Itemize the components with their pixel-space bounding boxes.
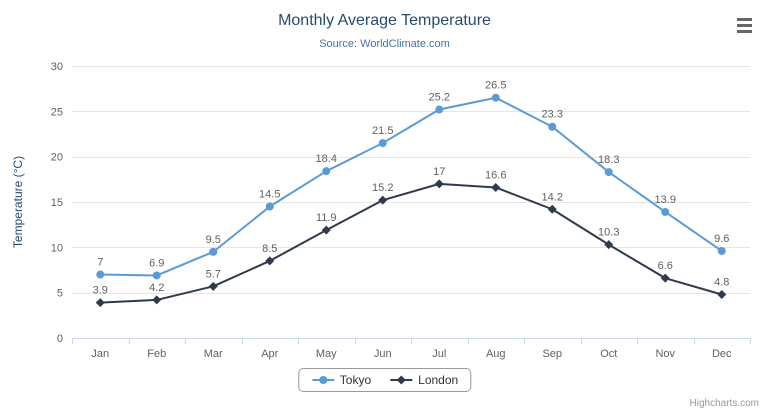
x-axis-tick-label: May	[316, 348, 337, 360]
point-london-may[interactable]	[321, 225, 331, 235]
legend: Tokyo London	[297, 368, 472, 392]
hamburger-icon	[737, 29, 752, 33]
data-label: 11.9	[316, 212, 337, 224]
y-axis-tick-label: 10	[51, 242, 63, 254]
legend-item-tokyo[interactable]: Tokyo	[311, 373, 371, 387]
point-tokyo-jun[interactable]	[378, 139, 387, 148]
data-label: 23.3	[542, 109, 563, 121]
data-label: 15.2	[372, 182, 393, 194]
y-axis-tick-label: 5	[57, 288, 63, 300]
data-label: 14.5	[259, 189, 280, 201]
data-label: 6.9	[149, 257, 164, 269]
data-label: 13.9	[655, 194, 676, 206]
point-london-jun[interactable]	[378, 195, 388, 205]
data-label: 5.7	[206, 268, 221, 280]
data-label: 18.4	[316, 153, 337, 165]
point-london-apr[interactable]	[265, 256, 275, 266]
data-label: 4.2	[149, 282, 164, 294]
chart-title: Monthly Average Temperature	[278, 12, 491, 29]
y-axis-tick-label: 30	[51, 61, 63, 73]
london-series-marker-icon	[390, 375, 413, 385]
data-label: 26.5	[485, 80, 506, 92]
point-london-oct[interactable]	[604, 240, 614, 250]
data-label: 25.2	[429, 92, 450, 104]
x-axis-tick-label: Mar	[204, 348, 223, 360]
data-label: 14.2	[542, 191, 563, 203]
tokyo-series-marker-icon	[311, 376, 334, 384]
x-axis-tick-label: Nov	[655, 348, 675, 360]
x-axis-tick-label: Dec	[712, 348, 732, 360]
data-label: 10.3	[598, 227, 619, 239]
point-london-nov[interactable]	[660, 273, 670, 283]
data-label: 9.6	[714, 233, 729, 245]
point-tokyo-sep[interactable]	[548, 122, 557, 131]
y-axis-tick-label: 25	[51, 106, 63, 118]
x-axis-tick-label: Jan	[91, 348, 109, 360]
x-axis-tick-label: Jul	[432, 348, 446, 360]
point-tokyo-apr[interactable]	[265, 202, 274, 211]
x-axis-tick-label: Sep	[542, 348, 562, 360]
point-london-dec[interactable]	[717, 289, 727, 299]
data-label: 18.3	[598, 154, 619, 166]
data-label: 3.9	[93, 285, 108, 297]
point-london-sep[interactable]	[547, 204, 557, 214]
point-tokyo-nov[interactable]	[661, 207, 670, 216]
point-tokyo-feb[interactable]	[152, 271, 161, 280]
y-axis-tick-label: 15	[51, 197, 63, 209]
credits-link[interactable]: Highcharts.com	[689, 398, 759, 409]
point-london-aug[interactable]	[491, 182, 501, 192]
point-tokyo-jul[interactable]	[435, 105, 444, 114]
point-london-jan[interactable]	[95, 298, 105, 308]
point-tokyo-jan[interactable]	[96, 270, 105, 279]
point-london-mar[interactable]	[208, 281, 218, 291]
data-label: 7	[97, 257, 103, 269]
hamburger-icon	[737, 17, 752, 21]
point-tokyo-mar[interactable]	[209, 247, 218, 256]
series-line-london	[100, 182, 723, 304]
x-axis-tick-label: Feb	[147, 348, 166, 360]
data-label: 8.5	[262, 243, 277, 255]
chart-subtitle: Source: WorldClimate.com	[319, 38, 450, 50]
point-tokyo-aug[interactable]	[491, 93, 500, 102]
legend-item-london[interactable]: London	[389, 373, 458, 387]
y-axis-title: Temperature (°C)	[11, 156, 25, 248]
hamburger-icon	[737, 23, 752, 27]
x-axis-tick-label: Oct	[600, 348, 617, 360]
data-label: 9.5	[206, 234, 221, 246]
x-axis-tick-label: Jun	[374, 348, 392, 360]
point-tokyo-may[interactable]	[322, 167, 331, 176]
y-axis-tick-label: 0	[57, 333, 63, 345]
point-tokyo-dec[interactable]	[717, 246, 726, 255]
point-tokyo-oct[interactable]	[604, 168, 613, 177]
series-line-tokyo	[100, 96, 723, 277]
data-label: 4.8	[714, 276, 729, 288]
legend-label-tokyo: Tokyo	[339, 373, 372, 387]
data-label: 21.5	[372, 125, 393, 137]
point-london-jul[interactable]	[434, 179, 444, 189]
y-axis-tick-label: 20	[51, 152, 63, 164]
x-axis-tick-label: Aug	[486, 348, 506, 360]
export-menu-button[interactable]	[733, 14, 757, 36]
data-label: 6.6	[658, 260, 673, 272]
data-label: 17	[433, 166, 445, 178]
x-axis-tick-label: Apr	[261, 348, 278, 360]
legend-label-london: London	[418, 373, 459, 387]
point-london-feb[interactable]	[152, 295, 162, 305]
data-label: 16.6	[485, 169, 506, 181]
